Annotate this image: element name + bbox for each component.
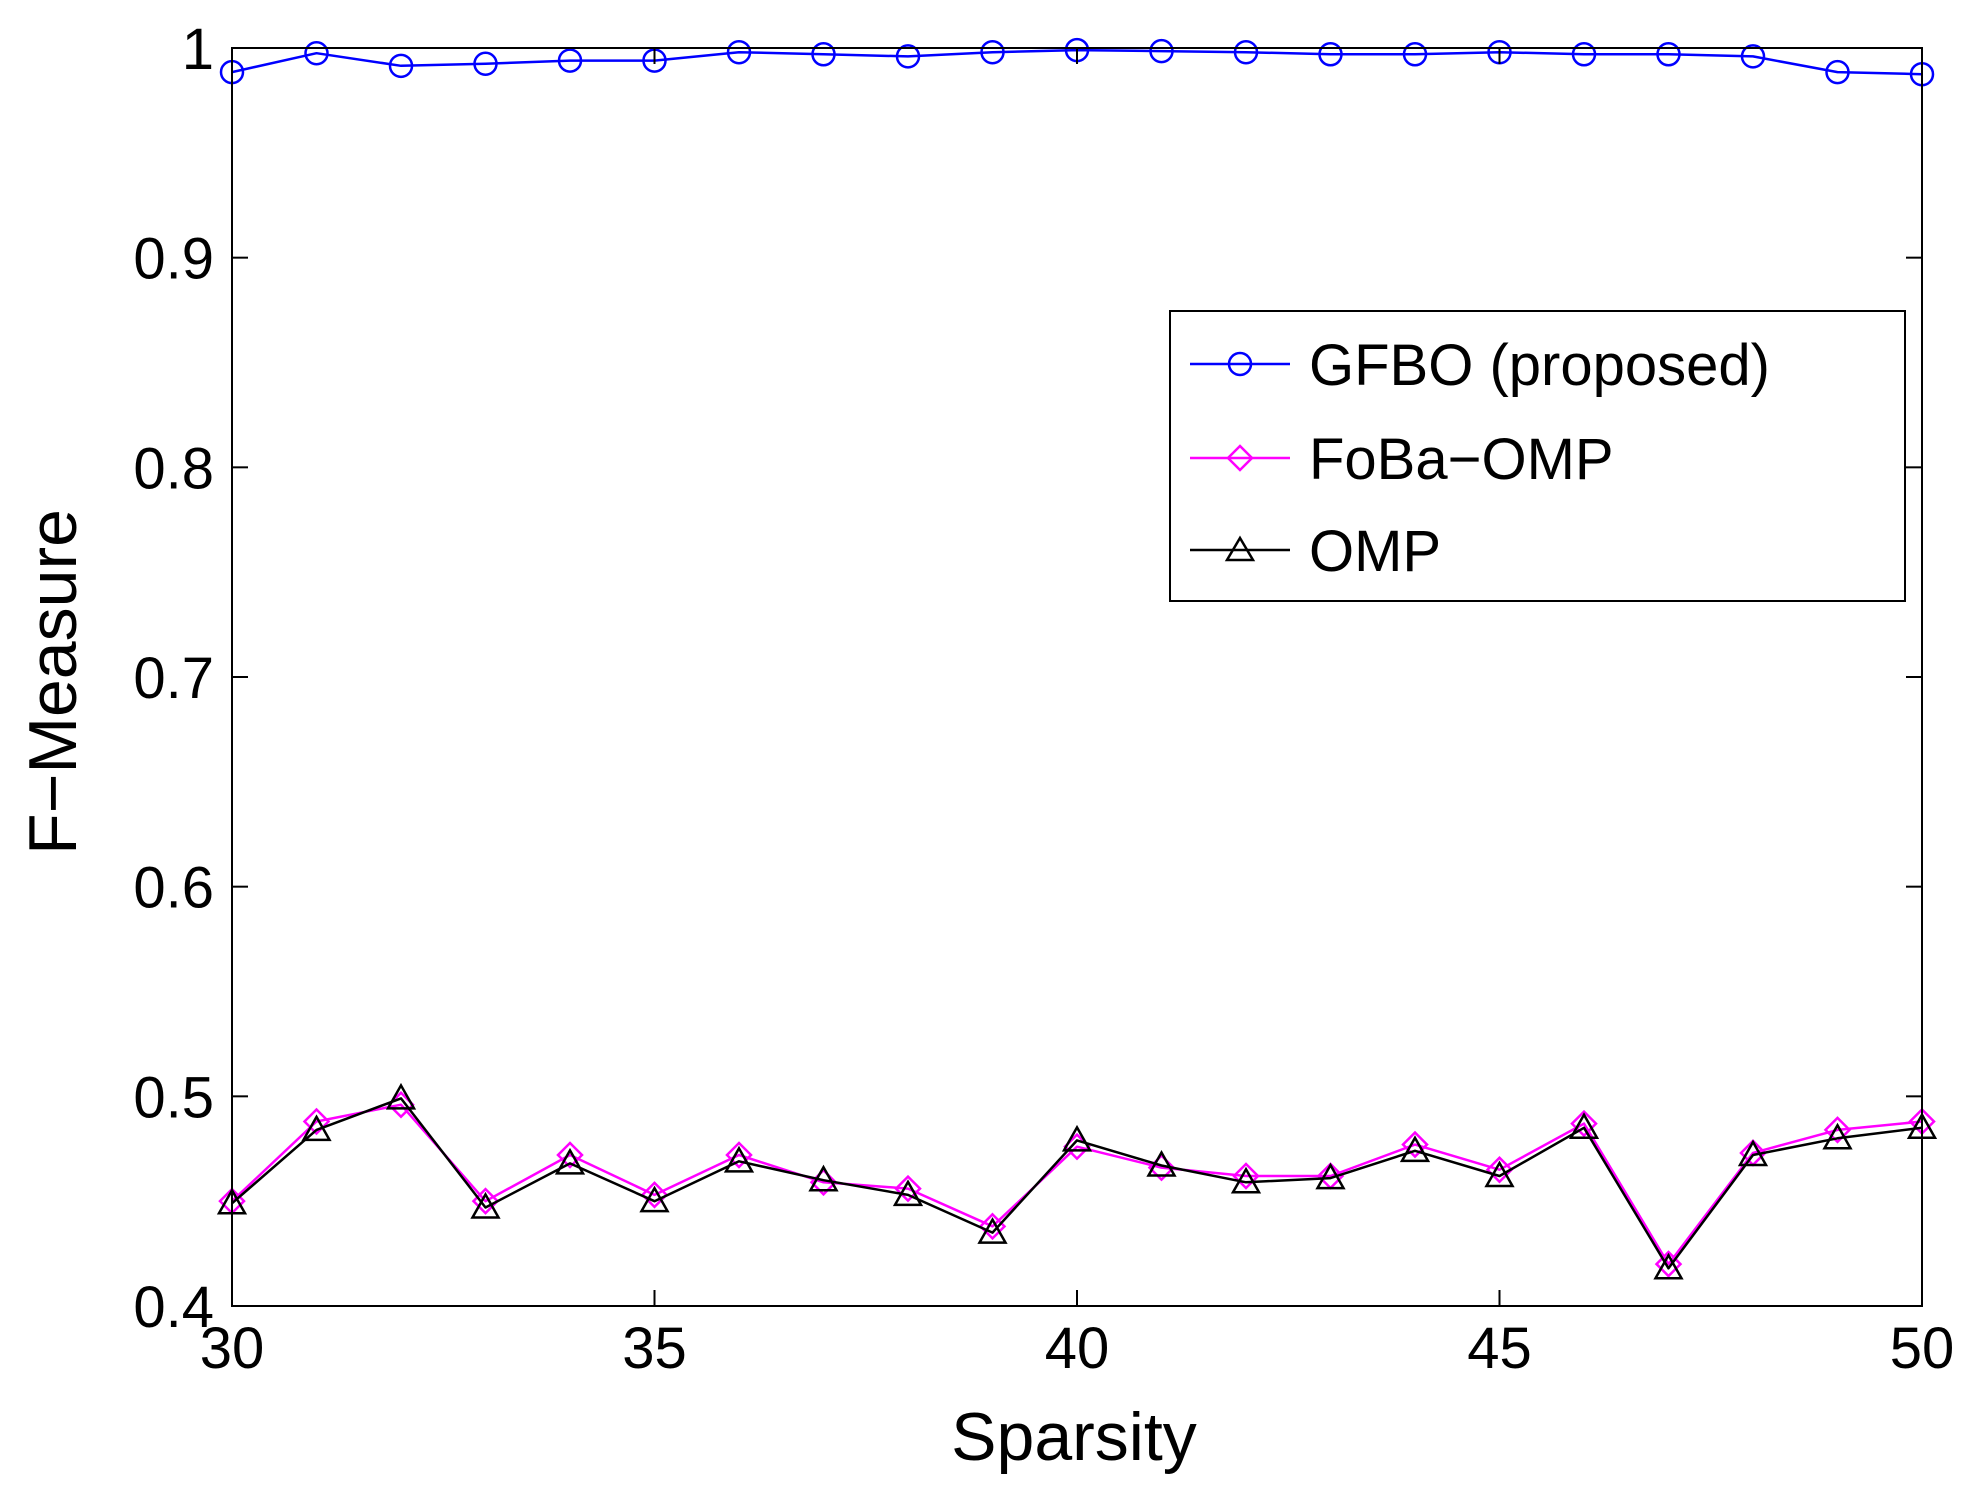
data-point-omp <box>1315 1162 1346 1190</box>
legend-entry-gfbo: GFBO (proposed) <box>1190 333 1770 398</box>
data-point-foba-omp <box>894 1174 922 1203</box>
legend-marker-triangle <box>1224 535 1256 562</box>
data-point-omp <box>385 1082 417 1110</box>
data-point-omp <box>639 1185 670 1213</box>
x-tick-label: 40 <box>1045 1316 1110 1381</box>
data-point-gfbo-proposed <box>980 39 1005 65</box>
data-point-omp <box>1568 1112 1600 1140</box>
data-point-gfbo-proposed <box>1571 42 1597 67</box>
y-tick-label: 0.4 <box>133 1275 214 1340</box>
legend-entry-omp: OMP <box>1190 519 1441 584</box>
data-point-omp <box>301 1114 332 1142</box>
legend-marker-diamond <box>1226 444 1254 472</box>
data-point-gfbo-proposed <box>1149 38 1174 64</box>
legend-label-gfbo: GFBO (proposed) <box>1309 333 1770 398</box>
data-point-foba-omp <box>1401 1130 1429 1159</box>
data-point-foba-omp <box>640 1181 669 1209</box>
data-point-foba-omp <box>1485 1155 1514 1184</box>
x-tick-label: 30 <box>200 1316 265 1381</box>
legend-marker-circle <box>1227 351 1253 377</box>
legend-label-omp: OMP <box>1309 519 1441 584</box>
y-axis-title: F−Measure <box>15 509 91 855</box>
x-tick-label: 45 <box>1467 1316 1532 1381</box>
data-point-omp <box>470 1191 501 1219</box>
data-point-foba-omp <box>556 1141 584 1169</box>
legend: GFBO (proposed) FoBa−OMP OMP <box>1169 310 1906 602</box>
y-tick-label: 0.6 <box>133 856 214 921</box>
y-tick-label: 0.8 <box>133 436 214 501</box>
data-point-omp <box>1484 1160 1515 1188</box>
data-point-omp <box>1146 1149 1177 1177</box>
y-tick-label: 0.7 <box>133 646 214 711</box>
legend-label-foba-omp: FoBa−OMP <box>1309 427 1614 492</box>
data-point-foba-omp <box>1823 1116 1852 1144</box>
data-point-omp <box>892 1179 924 1207</box>
data-point-gfbo-proposed <box>1233 39 1259 65</box>
x-tick-label: 35 <box>622 1316 687 1381</box>
axes: 30 35 40 45 50 0.4 0.5 0.6 0.7 0.8 0.9 1 <box>133 17 1954 1381</box>
data-point-foba-omp <box>1654 1250 1683 1278</box>
data-point-omp <box>1399 1135 1431 1163</box>
legend-box <box>1169 310 1906 602</box>
x-axis-title: Sparsity <box>951 1399 1197 1475</box>
data-point-foba-omp <box>1570 1109 1598 1138</box>
data-point-omp <box>1822 1122 1853 1150</box>
data-point-gfbo-proposed <box>1656 42 1681 67</box>
legend-entry-foba-omp: FoBa−OMP <box>1190 427 1614 492</box>
data-point-omp <box>808 1164 839 1192</box>
series-line-omp <box>231 1097 1923 1270</box>
data-point-gfbo-proposed <box>1318 42 1343 67</box>
data-point-foba-omp <box>1232 1162 1260 1190</box>
data-point-omp <box>554 1147 586 1175</box>
data-point-gfbo-proposed <box>1402 42 1428 67</box>
data-point-gfbo-proposed <box>726 39 752 65</box>
y-tick-label: 1 <box>182 17 214 82</box>
data-point-gfbo-proposed <box>1740 44 1766 69</box>
data-point-gfbo-proposed <box>895 44 921 69</box>
data-point-gfbo-proposed <box>304 40 329 66</box>
data-point-omp <box>723 1145 755 1173</box>
data-point-gfbo-proposed <box>1825 59 1850 85</box>
y-tick-label: 0.9 <box>133 227 214 292</box>
plot-area <box>216 37 1938 1280</box>
y-tick-label: 0.5 <box>133 1065 214 1130</box>
data-point-gfbo-proposed <box>557 48 583 73</box>
data-point-omp <box>977 1217 1008 1244</box>
data-point-omp <box>1230 1166 1262 1194</box>
data-point-gfbo-proposed <box>473 51 498 76</box>
data-point-gfbo-proposed <box>388 53 414 79</box>
data-point-omp <box>1653 1252 1684 1280</box>
data-point-gfbo-proposed <box>811 42 836 67</box>
data-point-omp <box>1737 1139 1769 1167</box>
series-line-foba-omp <box>231 1103 1923 1266</box>
data-point-foba-omp <box>725 1141 753 1169</box>
data-point-omp <box>1061 1124 1093 1152</box>
data-point-foba-omp <box>302 1107 331 1136</box>
x-tick-label: 50 <box>1890 1316 1955 1381</box>
